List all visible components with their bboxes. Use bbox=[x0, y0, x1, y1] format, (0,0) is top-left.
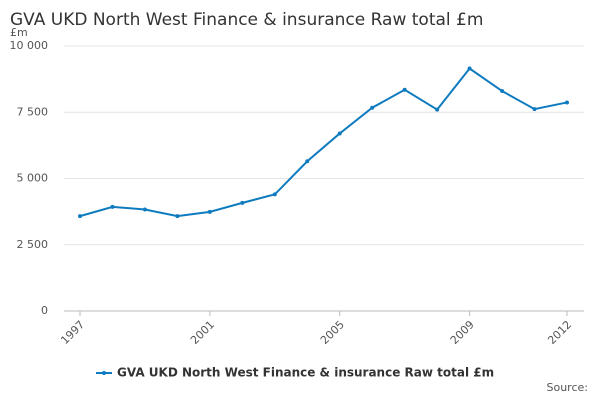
point bbox=[110, 204, 115, 209]
point bbox=[402, 87, 407, 92]
y-axis-label: £m bbox=[10, 26, 28, 39]
point bbox=[272, 192, 277, 197]
point bbox=[175, 214, 180, 219]
x-tick-label: 2001 bbox=[188, 318, 217, 347]
chart-title: GVA UKD North West Finance & insurance R… bbox=[10, 10, 483, 30]
y-tick-label: 5 000 bbox=[17, 172, 49, 185]
source-note: Source: bbox=[547, 381, 589, 394]
y-tick-label: 0 bbox=[41, 304, 48, 317]
point bbox=[78, 214, 82, 219]
x-tick-label: 2005 bbox=[318, 318, 347, 347]
x-tick-label: 1997 bbox=[58, 318, 87, 347]
point bbox=[532, 107, 537, 112]
point bbox=[435, 107, 440, 112]
point bbox=[467, 66, 472, 71]
point bbox=[305, 159, 310, 164]
y-tick-label: 7 500 bbox=[17, 105, 49, 118]
series-line bbox=[79, 67, 568, 218]
point bbox=[207, 209, 212, 214]
y-tick-label: 10 000 bbox=[10, 39, 49, 52]
x-tick-label: 2009 bbox=[448, 318, 477, 347]
point bbox=[240, 200, 245, 205]
point bbox=[565, 100, 569, 105]
y-tick-label: 2 500 bbox=[17, 238, 49, 251]
point bbox=[500, 89, 505, 94]
point bbox=[337, 131, 342, 136]
point bbox=[370, 105, 375, 110]
point bbox=[142, 207, 147, 212]
x-tick-label: 2012 bbox=[545, 318, 574, 347]
legend-label: GVA UKD North West Finance & insurance R… bbox=[117, 366, 494, 380]
legend-marker bbox=[102, 371, 106, 375]
